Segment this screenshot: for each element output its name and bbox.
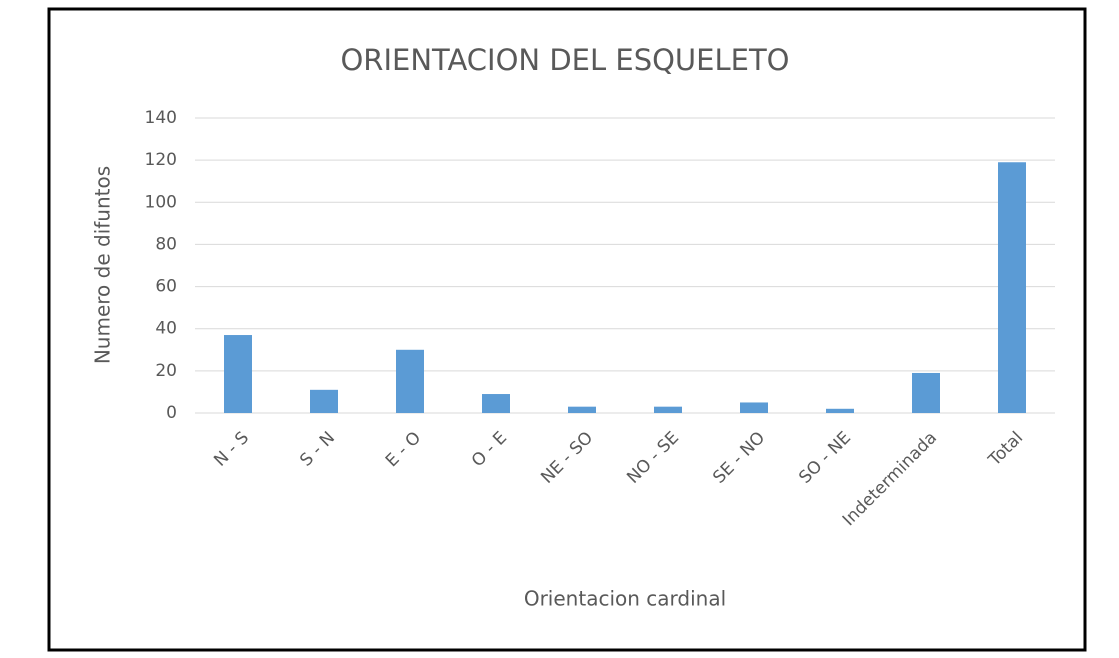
- y-tick-label: 120: [145, 150, 177, 170]
- y-tick-label: 140: [145, 108, 177, 128]
- bar: [740, 402, 768, 413]
- bar: [310, 389, 338, 413]
- chart-border: [47, 7, 1087, 652]
- y-tick-label: 40: [155, 319, 177, 339]
- y-tick-label: 60: [155, 277, 177, 297]
- y-tick-label: 20: [155, 361, 177, 381]
- bar: [224, 335, 252, 413]
- y-tick-label: 0: [166, 403, 177, 423]
- bar: [912, 372, 940, 413]
- bar: [568, 406, 596, 413]
- chart-title: ORIENTACION DEL ESQUELETO: [340, 43, 789, 77]
- y-tick-label: 80: [155, 234, 177, 254]
- bar: [396, 349, 424, 413]
- bar: [826, 408, 854, 413]
- bar: [482, 394, 510, 413]
- bar: [998, 162, 1026, 413]
- y-tick-label: 100: [145, 192, 177, 212]
- y-axis-title: Numero de difuntos: [91, 166, 115, 364]
- bar: [654, 406, 682, 413]
- x-axis-title: Orientacion cardinal: [524, 587, 726, 611]
